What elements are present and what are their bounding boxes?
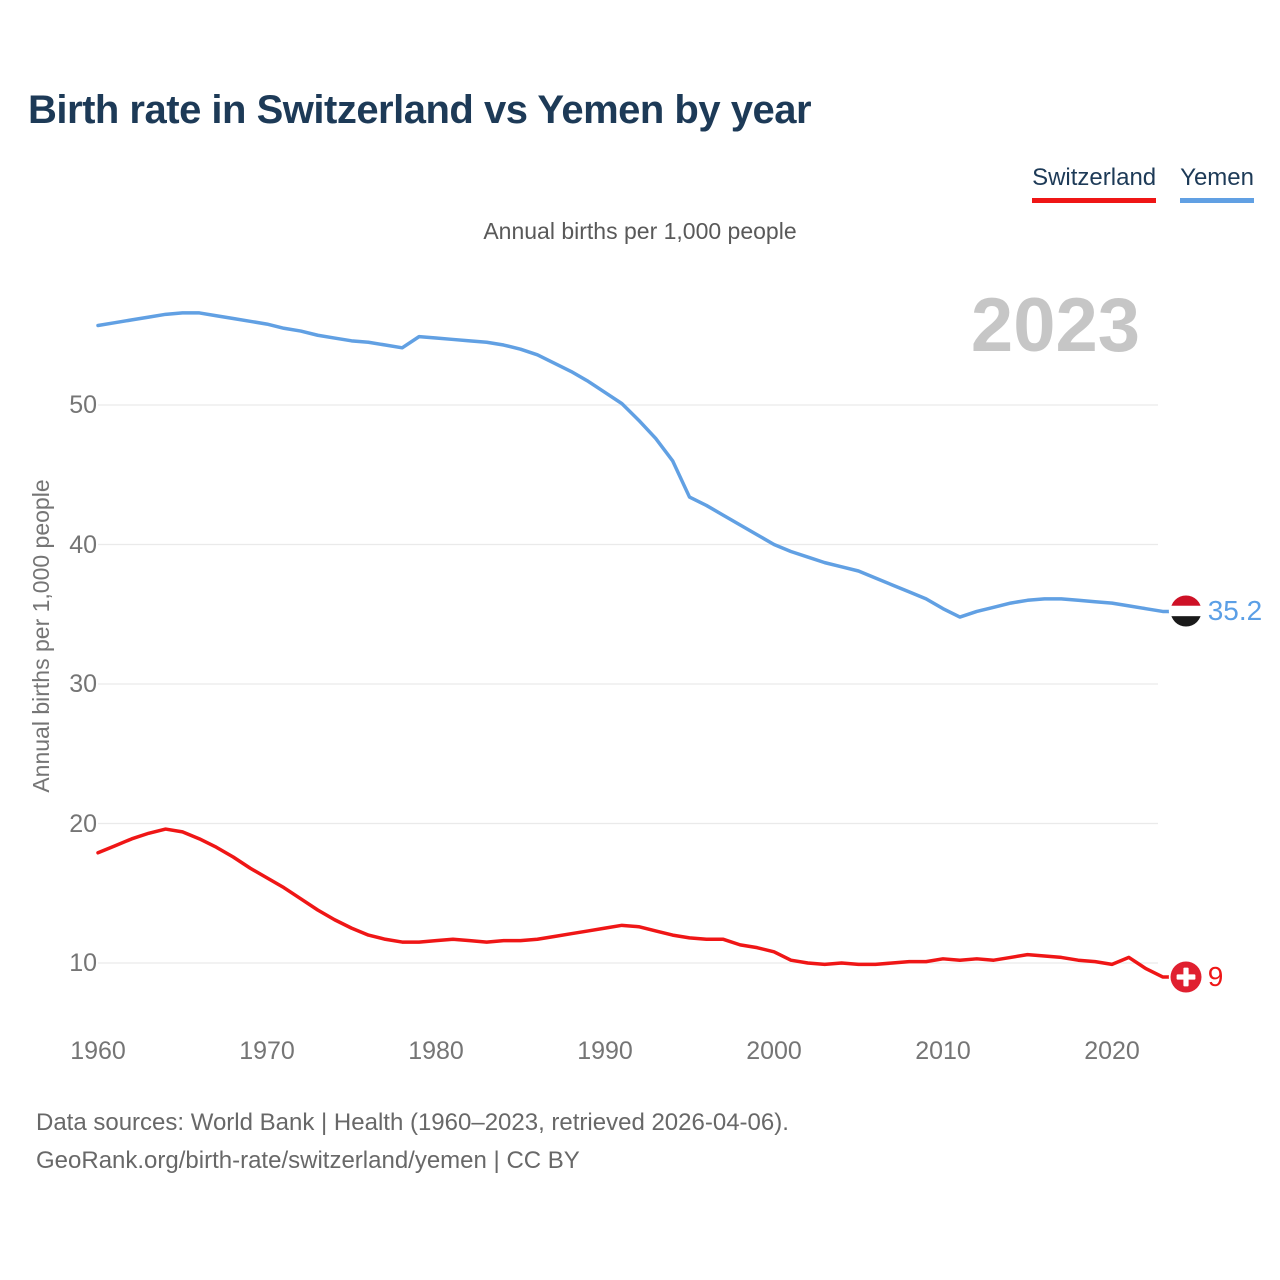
y-tick-label: 20 <box>69 809 97 838</box>
x-tick-label: 1960 <box>70 1037 126 1065</box>
x-tick-label: 2000 <box>746 1037 802 1065</box>
watermark-year: 2023 <box>970 283 1140 368</box>
switzerland-end-value: 9 <box>1207 960 1224 992</box>
y-tick-label: 50 <box>69 391 97 419</box>
series-line-yemen[interactable] <box>96 311 1175 619</box>
y-tick-label: 10 <box>69 949 97 977</box>
x-tick-label: 1990 <box>577 1037 633 1065</box>
yemen-flag-icon <box>1168 594 1203 629</box>
x-tick-label: 2010 <box>915 1037 971 1065</box>
yemen-end-value: 35.2 <box>1207 595 1263 627</box>
series-line-switzerland[interactable] <box>96 827 1175 979</box>
switzerland-flag-icon <box>1168 959 1203 995</box>
y-tick-label: 40 <box>69 530 97 559</box>
page-title: Birth rate in Switzerland vs Yemen by ye… <box>28 88 812 132</box>
x-tick-label: 1970 <box>239 1037 295 1065</box>
legend-item-yemen[interactable]: Yemen <box>1180 164 1254 203</box>
x-tick-label: 2020 <box>1084 1037 1140 1065</box>
legend: Switzerland Yemen <box>1032 164 1254 203</box>
x-tick-label: 1980 <box>408 1037 464 1065</box>
chart-subtitle: Annual births per 1,000 people <box>483 218 797 244</box>
y-tick-label: 30 <box>69 670 97 698</box>
footer: Data sources: World Bank | Health (1960–… <box>36 1104 789 1180</box>
footer-attribution: GeoRank.org/birth-rate/switzerland/yemen… <box>36 1147 580 1174</box>
footer-sources: Data sources: World Bank | Health (1960–… <box>36 1109 789 1136</box>
legend-item-switzerland[interactable]: Switzerland <box>1032 164 1157 203</box>
